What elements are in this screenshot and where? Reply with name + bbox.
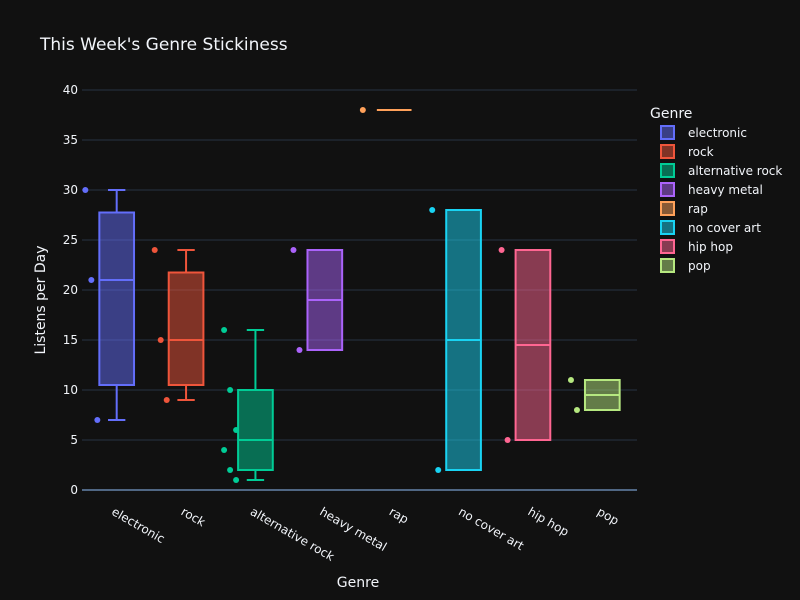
data-point-rock-0 <box>151 247 158 253</box>
data-point-alternative-rock-2 <box>233 427 240 433</box>
legend-swatch-no-cover-art <box>660 220 675 235</box>
x-axis-label: Genre <box>337 575 379 591</box>
legend-label-rock: rock <box>688 145 714 159</box>
data-point-no-cover-art-0 <box>429 207 436 213</box>
y-tick-label-25: 25 <box>63 233 78 247</box>
legend-item-heavy-metal: heavy metal <box>660 182 763 197</box>
legend-swatch-hip-hop <box>660 239 675 254</box>
data-point-rock-2 <box>163 397 170 403</box>
y-tick-label-40: 40 <box>63 83 78 97</box>
box-no-cover-art <box>429 207 482 473</box>
y-axis-label: Listens per Day <box>33 245 49 354</box>
chart-title: This Week's Genre Stickiness <box>39 35 288 55</box>
box-pop <box>567 377 621 413</box>
data-point-electronic-2 <box>94 417 101 423</box>
data-point-pop-1 <box>573 407 580 413</box>
legend-label-rap: rap <box>688 202 708 216</box>
data-point-rap-0 <box>359 107 366 113</box>
data-point-hip-hop-1 <box>504 437 511 443</box>
y-tick-label-0: 0 <box>70 483 78 497</box>
y-tick-label-35: 35 <box>63 133 78 147</box>
y-tick-label-30: 30 <box>63 183 78 197</box>
data-point-heavy-metal-1 <box>296 347 303 353</box>
data-point-no-cover-art-1 <box>435 467 442 473</box>
legend-swatch-alternative-rock <box>660 163 675 178</box>
legend-label-pop: pop <box>688 259 711 273</box>
y-tick-label-10: 10 <box>63 383 78 397</box>
box-heavy-metal <box>290 247 344 353</box>
legend-label-no-cover-art: no cover art <box>688 221 761 235</box>
legend-title: Genre <box>650 106 692 122</box>
legend-item-no-cover-art: no cover art <box>660 220 761 235</box>
legend-item-pop: pop <box>660 258 711 273</box>
legend-item-rap: rap <box>660 201 708 216</box>
legend-item-hip-hop: hip hop <box>660 239 733 254</box>
data-point-hip-hop-0 <box>498 247 505 253</box>
y-tick-label-5: 5 <box>70 433 78 447</box>
y-tick-label-20: 20 <box>63 283 78 297</box>
data-point-alternative-rock-4 <box>227 467 234 473</box>
legend-item-alternative-rock: alternative rock <box>660 163 782 178</box>
data-point-heavy-metal-0 <box>290 247 297 253</box>
legend-swatch-rock <box>660 144 675 159</box>
data-point-electronic-0 <box>82 187 89 193</box>
data-point-pop-0 <box>567 377 574 383</box>
legend-item-electronic: electronic <box>660 125 747 140</box>
legend-swatch-pop <box>660 258 675 273</box>
box-rap <box>359 107 412 113</box>
legend-label-heavy-metal: heavy metal <box>688 183 763 197</box>
data-point-alternative-rock-5 <box>233 477 240 483</box>
iqr-box-rock <box>167 271 205 386</box>
legend-item-rock: rock <box>660 144 714 159</box>
y-tick-label-15: 15 <box>63 333 78 347</box>
iqr-box-electronic <box>98 211 136 386</box>
box-electronic <box>82 187 136 423</box>
legend-swatch-electronic <box>660 125 675 140</box>
box-rock <box>151 247 205 403</box>
data-point-electronic-1 <box>88 277 95 283</box>
legend-swatch-rap <box>660 201 675 216</box>
legend-label-electronic: electronic <box>688 126 747 140</box>
iqr-box-alternative-rock <box>237 389 274 471</box>
data-point-alternative-rock-3 <box>221 447 228 453</box>
legend-label-hip-hop: hip hop <box>688 240 733 254</box>
data-point-rock-1 <box>157 337 164 343</box>
box-hip-hop <box>498 247 552 443</box>
legend: Genre electronic rock alternative rock heav… <box>650 106 782 273</box>
legend-swatch-heavy-metal <box>660 182 675 197</box>
data-point-alternative-rock-0 <box>221 327 228 333</box>
data-point-alternative-rock-1 <box>227 387 234 393</box>
legend-label-alternative-rock: alternative rock <box>688 164 782 178</box>
box-alternative-rock <box>221 327 274 483</box>
